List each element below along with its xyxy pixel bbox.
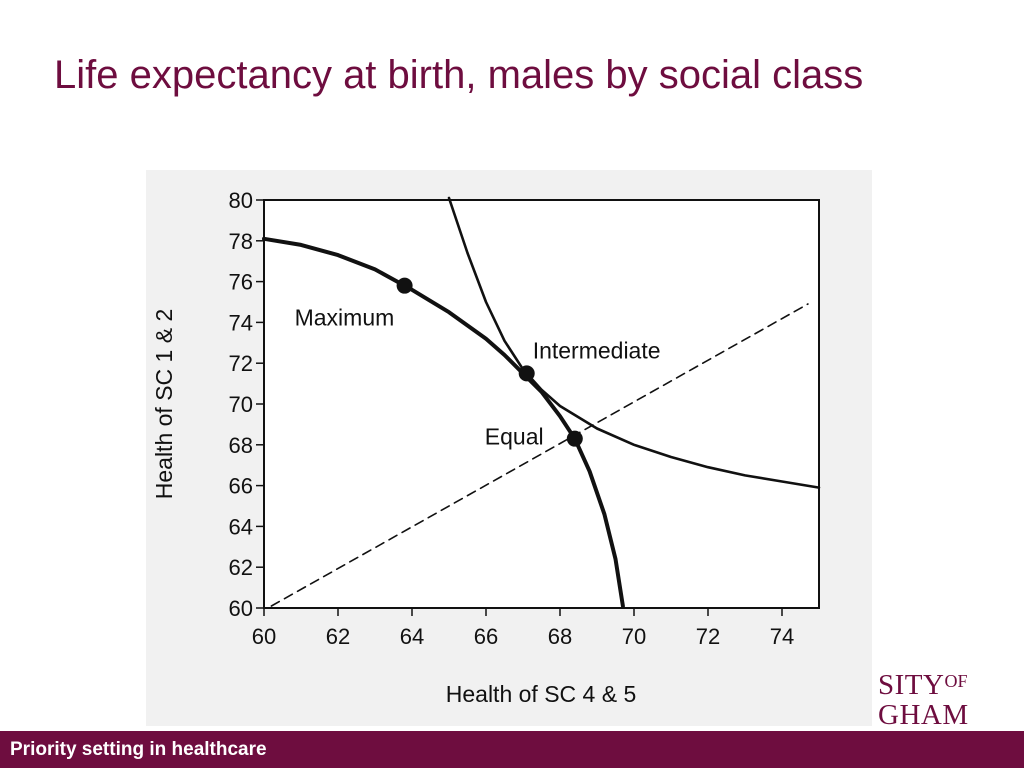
x-tick-label: 68 (548, 624, 572, 649)
chart: 60 62 64 66 68 70 72 74 60 62 64 66 68 70 72 74 76 78 80 M… (151, 188, 821, 707)
y-tick-label: 76 (229, 270, 253, 295)
slide-title: Life expectancy at birth, males by socia… (54, 53, 864, 97)
x-tick-label: 74 (770, 624, 794, 649)
footer-bar: Priority setting in healthcare (0, 731, 1024, 768)
point-label-equal: Equal (485, 424, 544, 450)
curve-line-1 (262, 236, 625, 608)
logo-line-1: SITY (878, 669, 945, 701)
y-tick-label: 70 (229, 392, 253, 417)
x-tick-label: 66 (474, 624, 498, 649)
point-equal (566, 430, 583, 447)
y-tick-label: 64 (229, 514, 253, 539)
logo-line-2: GHAM (878, 699, 969, 731)
y-axis-label: Health of SC 1 & 2 (151, 309, 177, 500)
x-tick-label: 72 (696, 624, 720, 649)
point-label-maximum: Maximum (295, 305, 395, 331)
y-tick-label: 62 (229, 555, 253, 580)
equality-line (270, 303, 809, 607)
y-tick-label: 74 (229, 310, 253, 335)
point-label-intermediate: Intermediate (533, 337, 661, 363)
university-logo: SITYOF GHAM (878, 666, 998, 730)
x-tick-label: 60 (252, 624, 276, 649)
ticks-layer: 60 62 64 66 68 70 72 74 60 62 64 66 68 70 72 74 76 78 80 (229, 188, 795, 649)
logo-line-1-sup: OF (944, 671, 968, 691)
point-intermediate (518, 365, 535, 382)
curve-line-2 (447, 196, 821, 489)
y-tick-label: 60 (229, 596, 253, 621)
y-tick-label: 80 (229, 188, 253, 213)
plot-area (263, 199, 820, 609)
y-tick-label: 78 (229, 229, 253, 254)
point-maximum (396, 277, 413, 294)
x-tick-label: 70 (622, 624, 646, 649)
x-tick-label: 64 (400, 624, 424, 649)
points-layer: Maximum Intermediate Equal (295, 277, 661, 450)
series-layer (262, 196, 821, 608)
footer-text: Priority setting in healthcare (10, 739, 267, 760)
y-tick-label: 72 (229, 351, 253, 376)
y-tick-label: 68 (229, 433, 253, 458)
x-tick-label: 62 (326, 624, 350, 649)
x-axis-label: Health of SC 4 & 5 (446, 681, 637, 707)
y-tick-label: 66 (229, 474, 253, 499)
